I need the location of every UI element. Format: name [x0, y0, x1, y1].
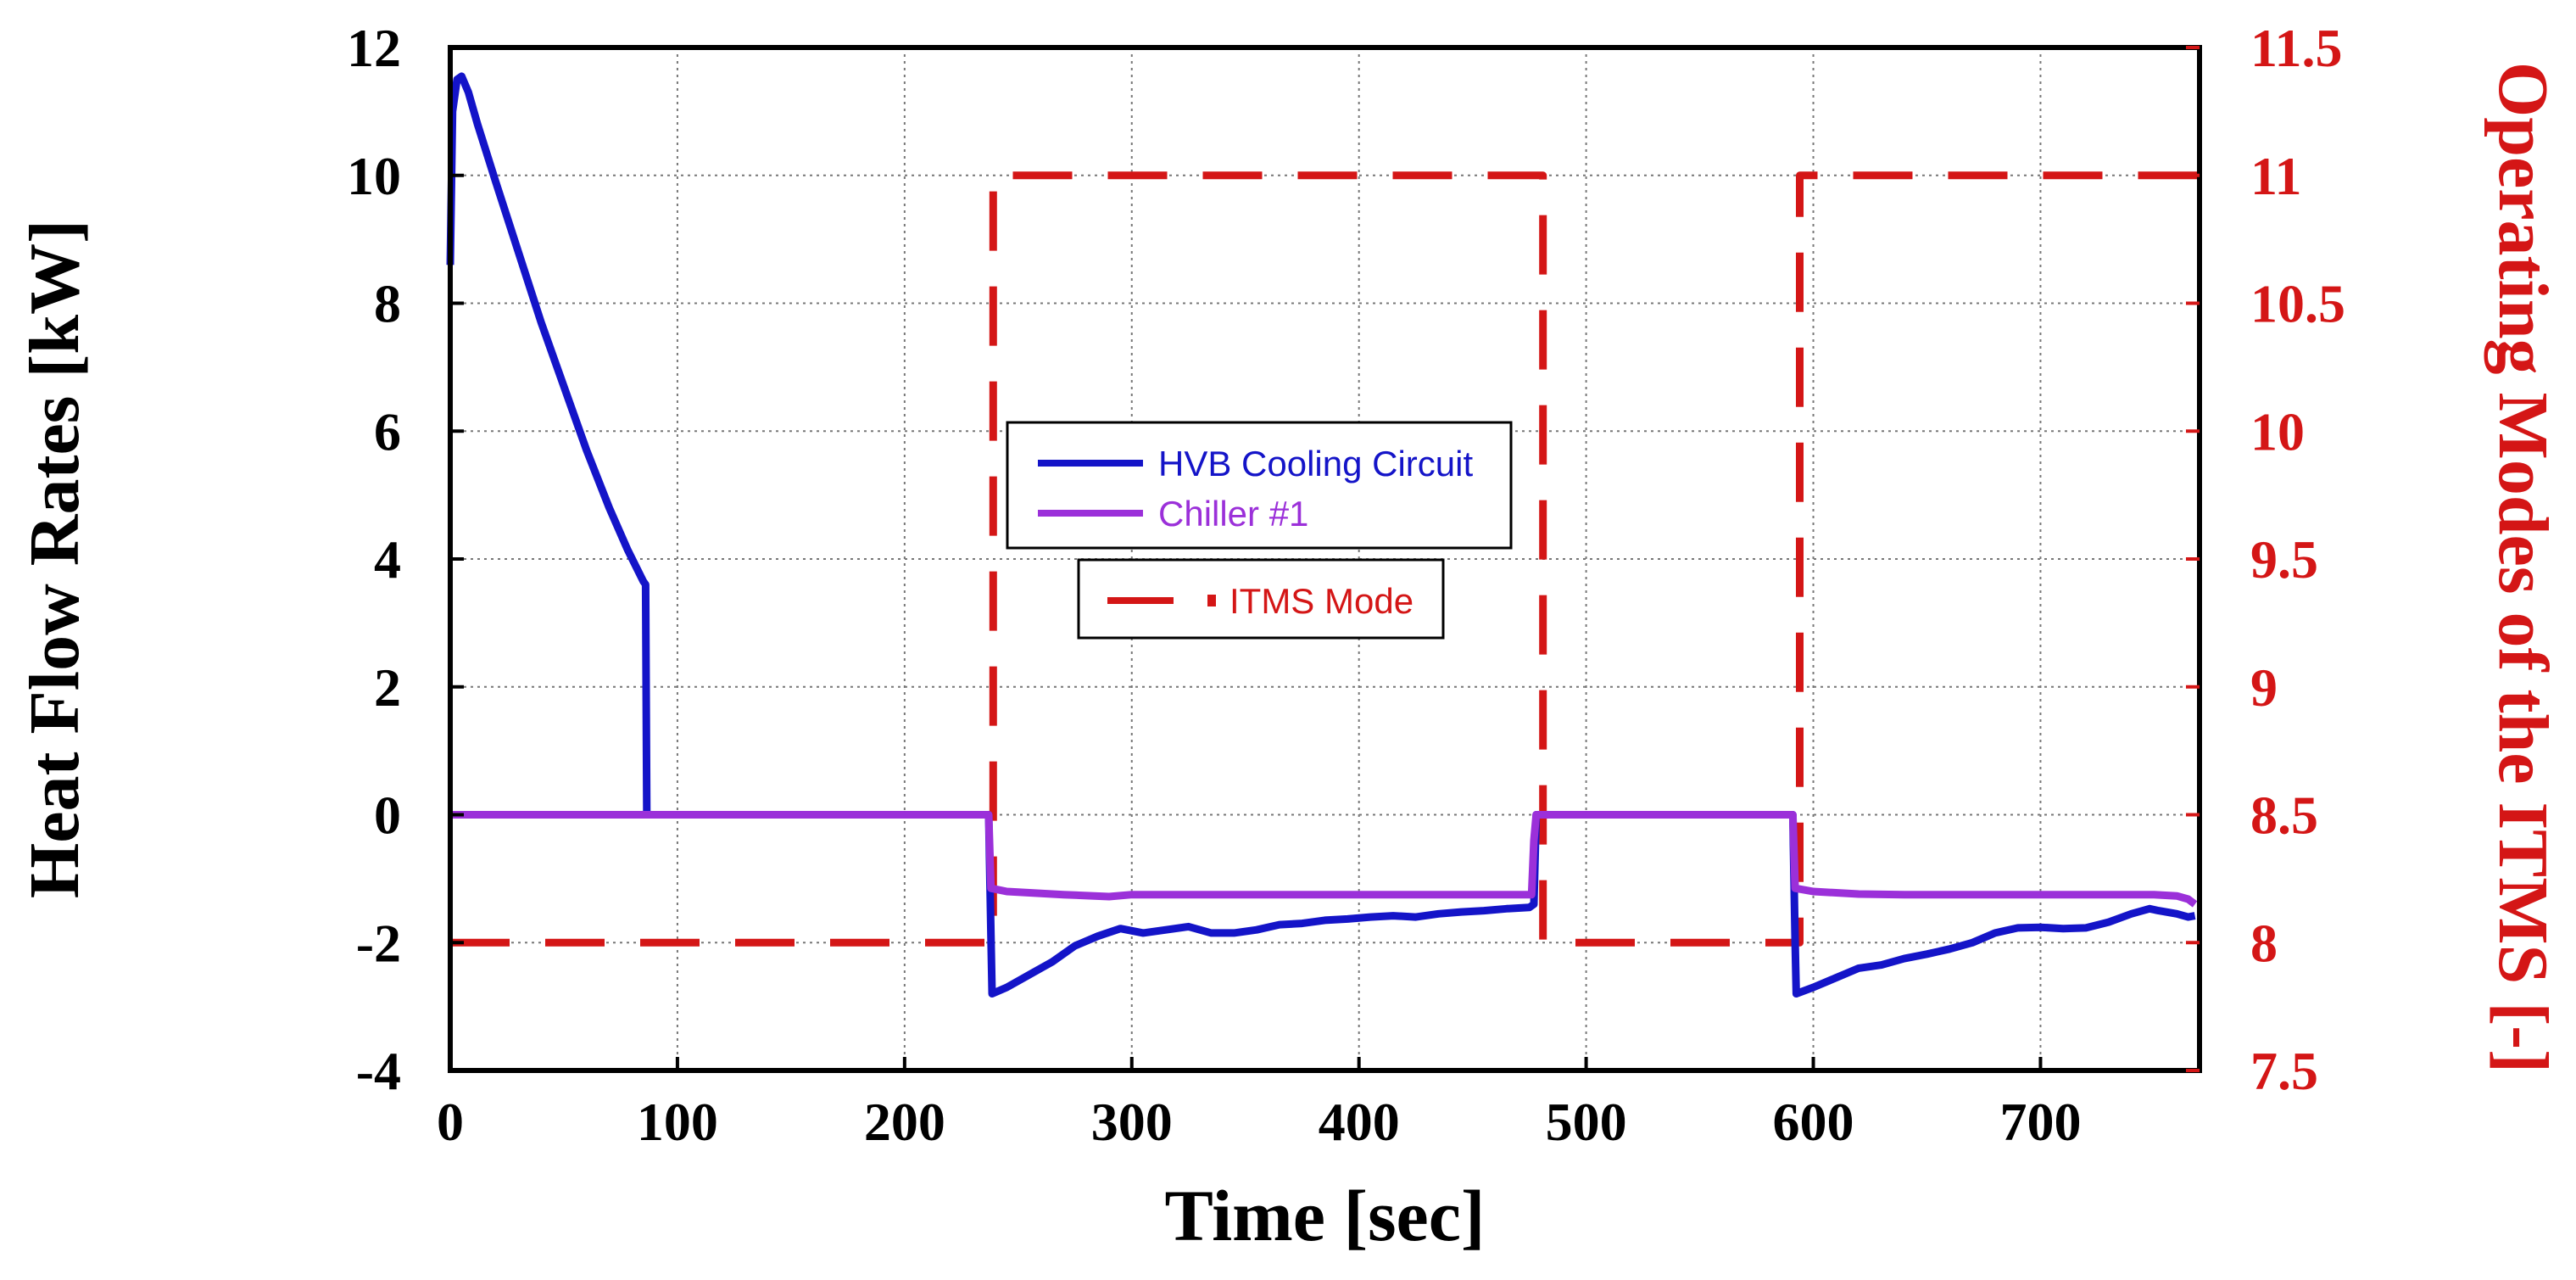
- y-tick-label: 10: [347, 146, 401, 206]
- x-axis-title: Time [sec]: [1164, 1175, 1485, 1256]
- y2-tick-label: 11.5: [2250, 18, 2342, 78]
- series-line-hvb-cooling-circuit: [446, 72, 2196, 998]
- x-tick-label: 300: [1091, 1092, 1173, 1152]
- legend-mode: ITMS Mode: [1077, 558, 1445, 640]
- y-tick-label: 6: [374, 401, 401, 461]
- ticks: -4 -2 0 2 4 6 8 10 12 7.5 8 8.5 9 9.5 10 10.5 11 11.5 0 100…: [347, 18, 2345, 1152]
- y2-tick-label: 10.5: [2250, 274, 2345, 334]
- series-line-itms-mode: [450, 171, 2200, 947]
- series-line-chiller-1: [450, 811, 2198, 908]
- y2-tick-label: 9: [2250, 657, 2278, 718]
- y-axis-title: Heat Flow Rates [kW]: [15, 220, 94, 898]
- legend-label-itms-mode: ITMS Mode: [1229, 581, 1413, 621]
- x-tick-label: 700: [1999, 1092, 2081, 1152]
- legend-lines: HVB Cooling Circuit Chiller #1: [1006, 421, 1513, 550]
- y-tick-label: 8: [374, 274, 401, 334]
- series-layer: [446, 72, 2200, 998]
- y-tick-label: 2: [374, 657, 401, 718]
- x-tick-label: 100: [637, 1092, 718, 1152]
- y-tick-label: 12: [347, 18, 401, 78]
- y2-axis-title: Operating Modes of the ITMS [-]: [2484, 62, 2562, 1073]
- legend-label-chiller-1: Chiller #1: [1158, 494, 1308, 534]
- x-tick-label: 500: [1546, 1092, 1627, 1152]
- x-tick-label: 600: [1773, 1092, 1854, 1152]
- x-tick-label: 200: [864, 1092, 945, 1152]
- y2-tick-label: 9.5: [2250, 529, 2318, 590]
- x-tick-label: 0: [437, 1092, 464, 1152]
- legend-swatch-itms-mode-dot: [1207, 595, 1216, 606]
- y-tick-label: -2: [356, 913, 401, 973]
- legend-label-hvb-cooling-circuit: HVB Cooling Circuit: [1158, 444, 1473, 483]
- y2-tick-label: 8.5: [2250, 785, 2318, 846]
- y2-tick-label: 10: [2250, 401, 2305, 461]
- y-tick-label: -4: [356, 1041, 401, 1101]
- y2-tick-label: 7.5: [2250, 1041, 2318, 1101]
- x-tick-label: 400: [1319, 1092, 1400, 1152]
- y2-tick-label: 11: [2250, 146, 2301, 206]
- y-tick-label: 0: [374, 785, 401, 846]
- y-tick-label: 4: [374, 529, 401, 590]
- legend-lines-box: [1006, 421, 1513, 550]
- y2-tick-label: 8: [2250, 913, 2278, 973]
